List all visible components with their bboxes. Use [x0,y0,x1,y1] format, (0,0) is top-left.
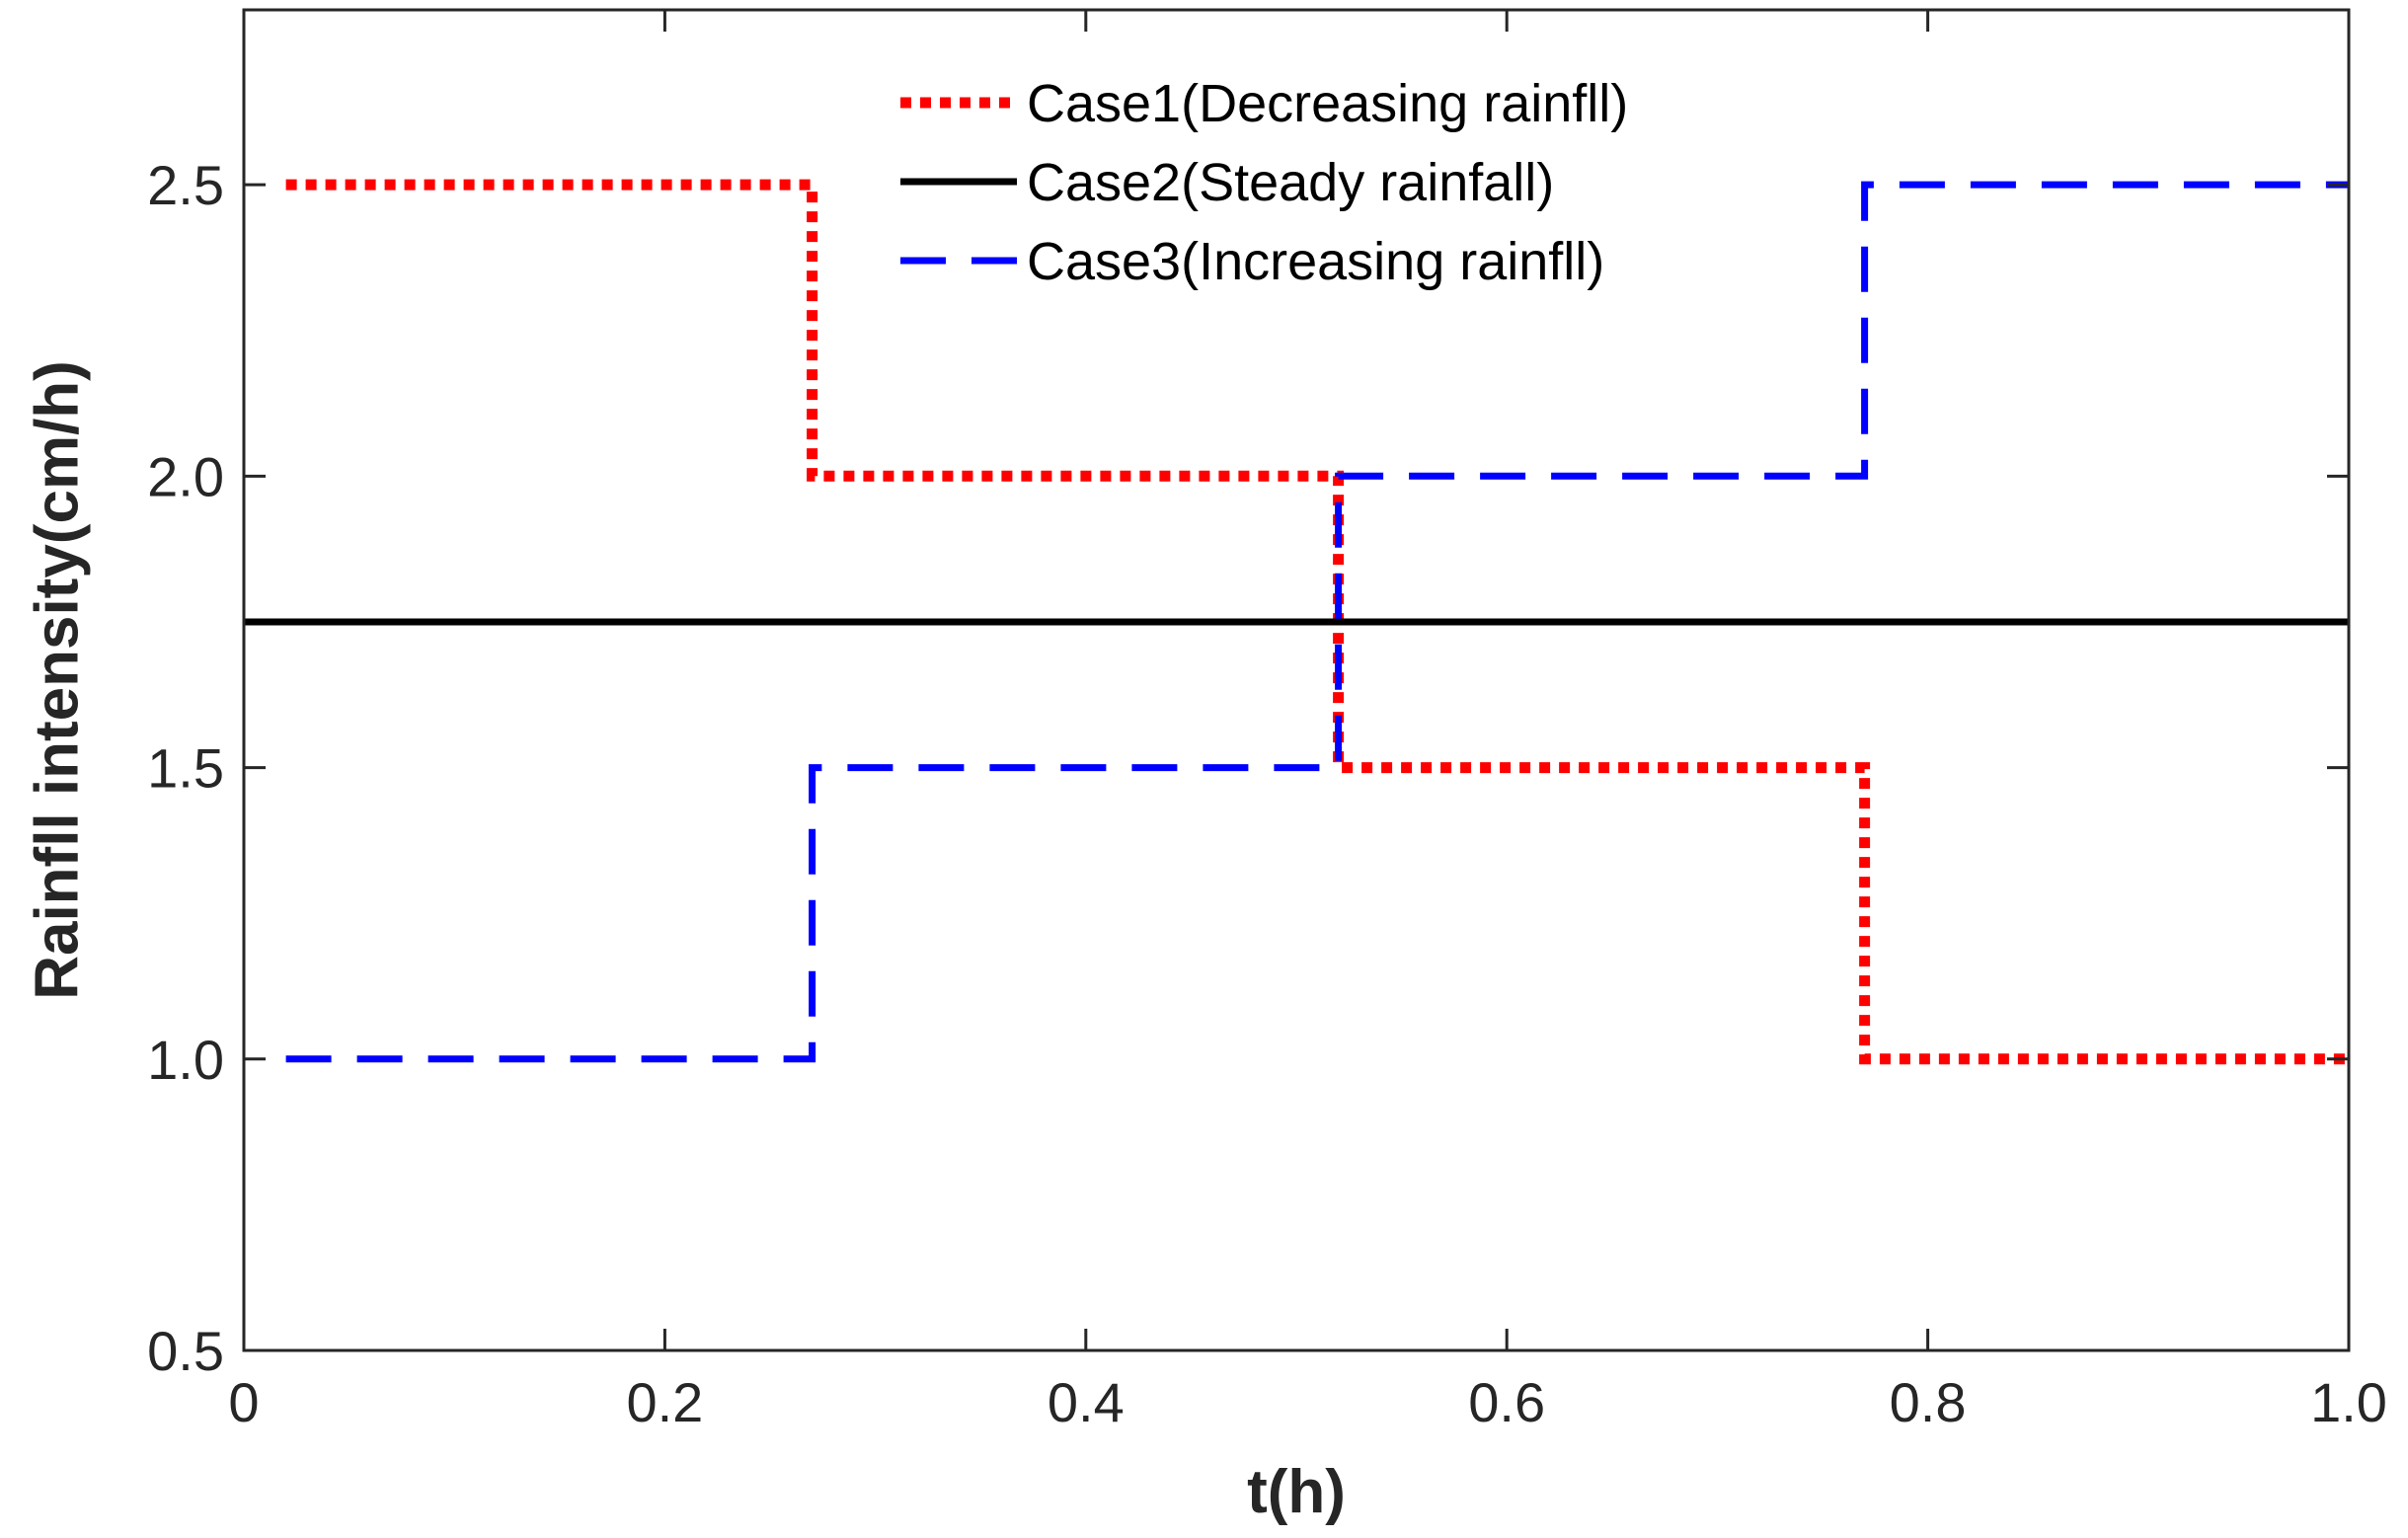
y-tick-label: 2.0 [147,445,224,507]
x-axis-title: t(h) [1247,1458,1346,1526]
x-tick-label: 0.8 [1890,1371,1967,1433]
x-tick-label: 0.2 [626,1371,703,1433]
series-line-3 [285,181,2349,1063]
legend-label-1: Case1(Decreasing rainfll) [1027,74,1628,133]
legend: Case1(Decreasing rainfll) Case2(Steady ra… [900,74,1628,291]
x-tick-label: 1.0 [2310,1371,2387,1433]
ticks-layer: 0 0.2 0.4 0.6 0.8 1.0 0.5 1.0 1.5 2.0 2.5 [147,10,2387,1433]
x-tick-label: 0.4 [1048,1371,1125,1433]
y-tick-label: 0.5 [147,1320,224,1382]
y-tick-label: 2.5 [147,154,224,216]
y-tick-label: 1.5 [147,737,224,800]
y-axis-title: Rainfll intensity(cm/h) [23,360,91,1000]
x-tick-label: 0 [228,1371,259,1433]
legend-label-2: Case2(Steady rainfall) [1027,153,1554,212]
series-layer [244,179,2349,1065]
y-tick-label: 1.0 [147,1029,224,1091]
plot-frame [242,8,2351,1352]
legend-label-3: Case3(Increasing rainfll) [1027,232,1604,291]
axes-layer [242,8,2351,1352]
x-tick-label: 0.6 [1468,1371,1545,1433]
